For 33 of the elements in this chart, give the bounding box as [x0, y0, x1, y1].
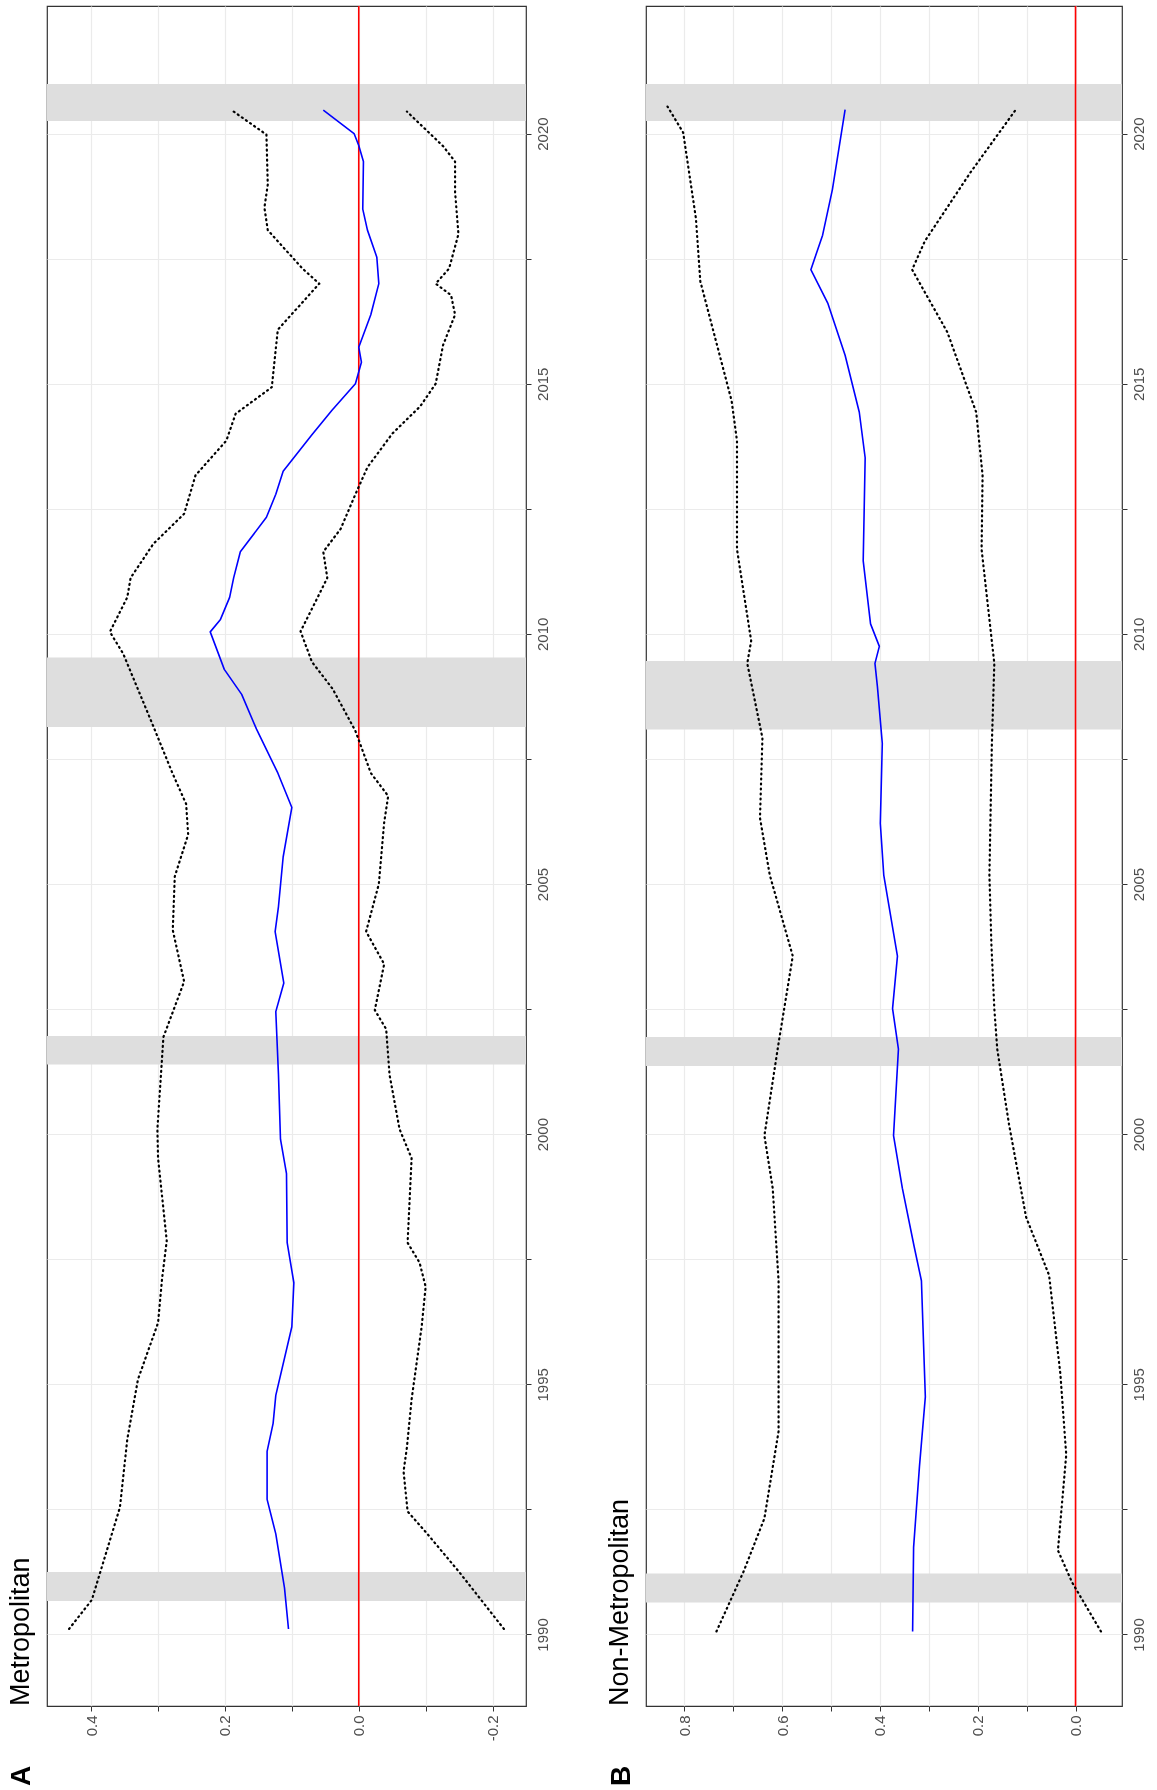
y-tick-label: 2010 [1129, 617, 1147, 652]
y-tick-label: 2010 [533, 617, 551, 652]
x-tick-label: 0.4 [82, 1715, 100, 1737]
line-series [911, 108, 1103, 1633]
y-tick-label: 2005 [533, 867, 551, 902]
y-tick-label: 2015 [1129, 367, 1147, 401]
text: B [605, 1765, 636, 1786]
line-series [67, 110, 321, 1631]
y-tick-label: 1995 [1129, 1368, 1147, 1402]
line-series [209, 109, 380, 1630]
line-series [299, 110, 506, 1631]
y-tick-label: 2005 [1129, 867, 1147, 902]
y-tick-label: 1990 [533, 1618, 551, 1652]
text: Metropolitan [5, 1557, 35, 1706]
line-series [810, 108, 927, 1633]
y-tick-label: 2020 [1129, 117, 1147, 151]
y-tick-label: 2015 [533, 367, 551, 401]
x-tick-label: -0.2 [484, 1715, 502, 1742]
x-tick-label: 0.8 [675, 1715, 693, 1737]
line-series [666, 105, 794, 1633]
x-tick-label: 0.2 [969, 1715, 987, 1737]
y-tick-label: 2000 [533, 1117, 551, 1152]
x-tick-label: 0.6 [773, 1715, 791, 1737]
x-tick-label: 0.0 [350, 1715, 368, 1737]
text: Non-Metropolitan [604, 1498, 634, 1706]
y-tick-label: 1995 [533, 1368, 551, 1402]
text: A [5, 1765, 36, 1786]
x-tick-label: 0.4 [871, 1715, 889, 1737]
x-tick-label: 0.0 [1067, 1715, 1085, 1737]
x-tick-label: 0.2 [216, 1715, 234, 1737]
y-tick-label: 1990 [1129, 1618, 1147, 1652]
y-tick-label: 2000 [1129, 1117, 1147, 1152]
y-tick-label: 2020 [533, 117, 551, 151]
